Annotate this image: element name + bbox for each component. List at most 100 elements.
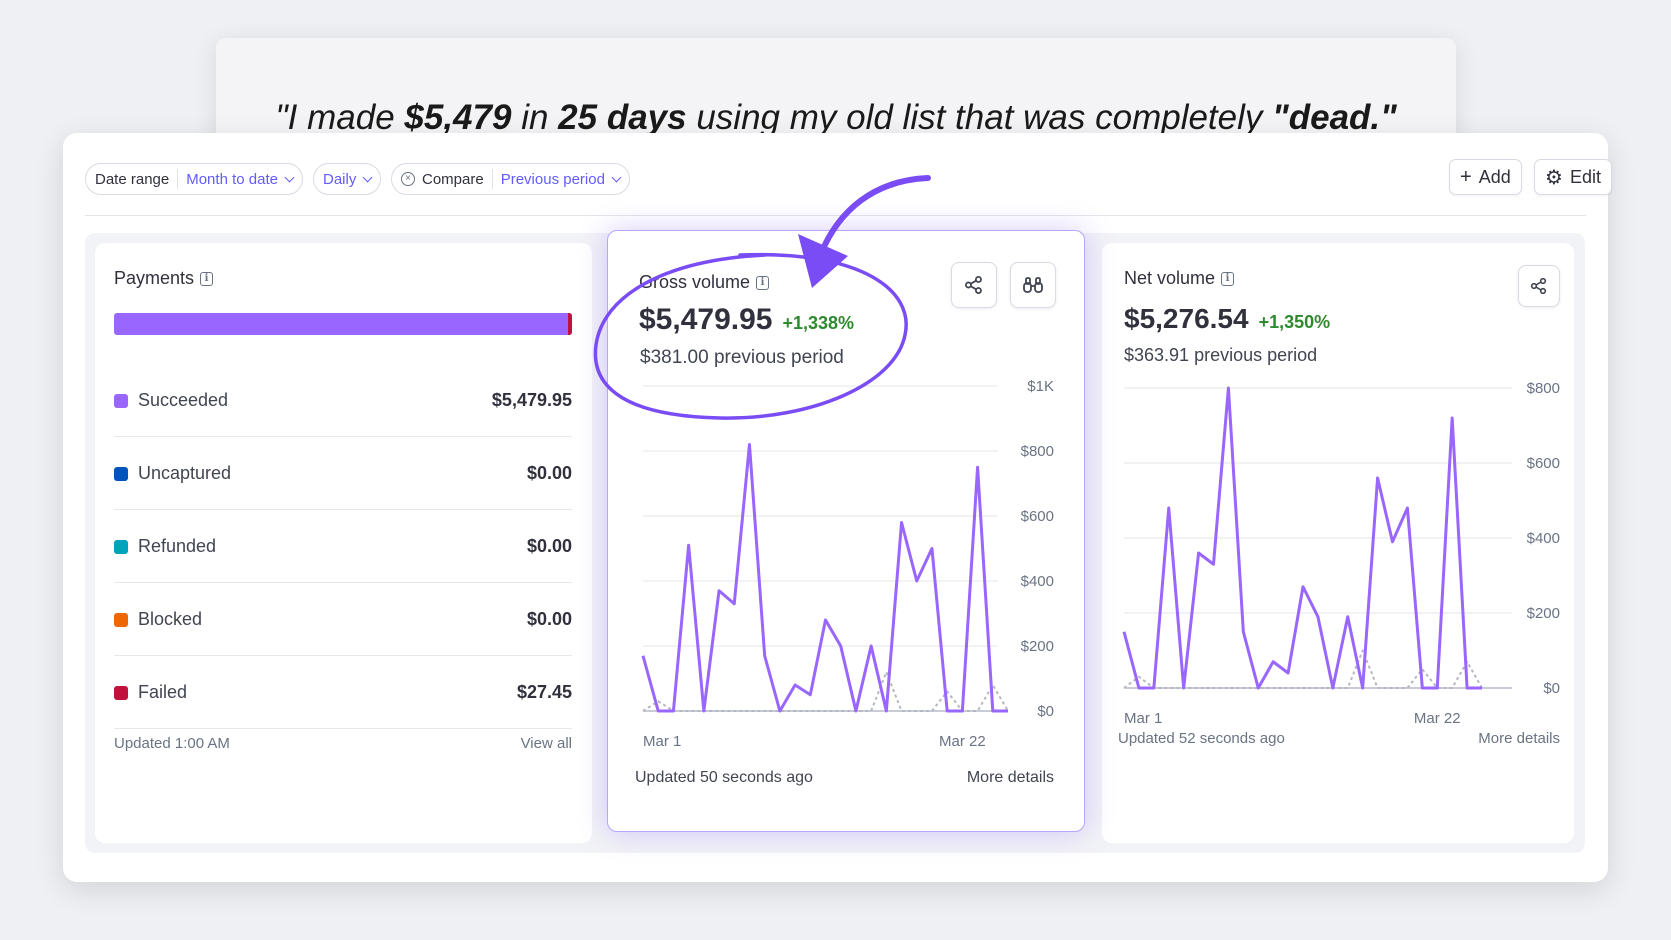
legend-label: Blocked xyxy=(138,609,203,629)
date-range-filter[interactable]: Date range Month to date xyxy=(85,163,303,195)
y-tick-label: $600 xyxy=(1527,455,1560,472)
date-range-label: Date range xyxy=(95,170,170,188)
y-tick-label: $1K xyxy=(1027,378,1054,395)
payments-card[interactable]: Payments i Succeeded $5,479.95 Uncaptured $… xyxy=(95,243,592,843)
legend-swatch xyxy=(114,393,128,408)
view-all-link[interactable]: View all xyxy=(520,735,572,752)
y-tick-label: $0 xyxy=(1037,703,1054,720)
info-icon[interactable]: i xyxy=(200,271,214,286)
edit-button[interactable]: ⚙ Edit xyxy=(1534,159,1612,195)
compare-label: Compare xyxy=(422,170,484,188)
gross-title-text: Gross volume xyxy=(639,272,751,292)
y-tick-label: $0 xyxy=(1543,680,1560,697)
y-tick-label: $800 xyxy=(1021,443,1054,460)
legend-amount: $0.00 xyxy=(526,536,572,556)
net-value: $5,276.54 +1,350% xyxy=(1124,303,1330,335)
info-icon[interactable]: i xyxy=(756,275,770,290)
arrow-head xyxy=(798,234,848,288)
y-tick-label: $800 xyxy=(1527,380,1560,397)
pill-divider xyxy=(177,169,179,189)
explore-button[interactable] xyxy=(1010,262,1056,308)
legend-amount: $0.00 xyxy=(526,463,572,483)
y-tick-label: $200 xyxy=(1527,605,1560,622)
share-icon xyxy=(1530,277,1547,295)
net-title: Net volume i xyxy=(1124,268,1235,289)
current-period-line xyxy=(641,443,1008,713)
compare-filter[interactable]: × Compare Previous period xyxy=(391,163,630,195)
current-period-line xyxy=(1122,386,1482,690)
quote-part: using my old list that was completely xyxy=(686,98,1273,137)
legend-label: Uncaptured xyxy=(138,463,232,483)
net-title-text: Net volume xyxy=(1124,268,1216,288)
x-tick-label: Mar 22 xyxy=(939,733,986,750)
gross-more-details-link[interactable]: More details xyxy=(966,769,1054,786)
legend-amount: $0.00 xyxy=(526,609,572,629)
info-icon[interactable]: i xyxy=(1221,271,1235,286)
dashboard-panel: Date range Month to date Daily × Compare… xyxy=(63,133,1612,882)
legend-label: Refunded xyxy=(138,536,217,556)
add-label: Add xyxy=(1478,166,1511,187)
highlight-circle xyxy=(593,252,908,420)
net-more-details-link[interactable]: More details xyxy=(1478,730,1560,747)
add-button[interactable]: + Add xyxy=(1449,159,1522,195)
payments-bar xyxy=(114,313,572,335)
toolbar-divider xyxy=(85,215,1586,216)
plus-icon: + xyxy=(1460,165,1472,188)
quote-emphasis: "dead." xyxy=(1272,98,1397,137)
y-tick-label: $600 xyxy=(1021,508,1054,525)
quote-part: "I made xyxy=(275,98,405,137)
share-button[interactable] xyxy=(951,262,997,308)
gross-delta: +1,338% xyxy=(782,313,855,333)
failed-segment xyxy=(568,313,572,335)
legend-label: Succeeded xyxy=(138,390,229,410)
payments-legend-row[interactable]: Succeeded $5,479.95 xyxy=(114,365,572,437)
interval-value: Daily xyxy=(323,170,357,188)
gross-value: $5,479.95 +1,338% xyxy=(639,303,854,337)
x-tick-label: Mar 1 xyxy=(643,733,681,750)
legend-amount: $27.45 xyxy=(516,682,572,702)
payments-legend-row[interactable]: Blocked $0.00 xyxy=(114,584,572,656)
gross-previous: $381.00 previous period xyxy=(640,347,844,368)
net-previous: $363.91 previous period xyxy=(1124,345,1318,365)
edit-label: Edit xyxy=(1569,166,1601,187)
net-volume-card[interactable]: Net volume i $5,276.54 +1,350% $363.91 p… xyxy=(1102,243,1574,843)
gross-chart: $1K $800 $600 $400 $200 $0 Mar 1 Mar 22 xyxy=(641,378,1054,750)
quote-duration: 25 days xyxy=(558,98,687,137)
legend-swatch xyxy=(114,466,128,481)
toolbar: Date range Month to date Daily × Compare… xyxy=(85,159,1612,195)
interval-filter[interactable]: Daily xyxy=(313,163,382,195)
gross-updated: Updated 50 seconds ago xyxy=(635,769,813,786)
payments-title: Payments i xyxy=(114,268,214,289)
legend-label: Failed xyxy=(138,682,188,702)
payments-title-text: Payments xyxy=(114,268,195,288)
payments-legend-row[interactable]: Failed $27.45 xyxy=(114,657,572,729)
share-button[interactable] xyxy=(1518,265,1560,307)
x-tick-label: Mar 22 xyxy=(1414,710,1461,727)
legend-amount: $5,479.95 xyxy=(491,390,572,410)
date-range-value: Month to date xyxy=(186,170,278,188)
compare-value: Previous period xyxy=(500,170,605,188)
legend-swatch xyxy=(114,612,128,627)
pill-divider xyxy=(491,169,493,189)
net-amount: $5,276.54 xyxy=(1124,303,1249,334)
quote-part: in xyxy=(511,98,559,137)
y-tick-label: $200 xyxy=(1021,638,1054,655)
gross-title: Gross volume i xyxy=(639,272,770,293)
quote-amount: $5,479 xyxy=(404,98,512,137)
clear-icon[interactable]: × xyxy=(401,172,415,186)
gross-amount: $5,479.95 xyxy=(639,303,773,336)
net-chart: $800 $600 $400 $200 $0 Mar 1 Mar 22 xyxy=(1122,380,1560,727)
legend-swatch xyxy=(114,685,128,700)
payments-updated: Updated 1:00 AM xyxy=(114,735,230,752)
legend-swatch xyxy=(114,539,128,554)
gross-volume-card[interactable]: Gross volume i $5,479.95 +1,338% xyxy=(607,230,1085,832)
payments-legend-row[interactable]: Refunded $0.00 xyxy=(114,511,572,583)
payments-legend-row[interactable]: Uncaptured $0.00 xyxy=(114,438,572,510)
y-tick-label: $400 xyxy=(1021,573,1054,590)
share-icon xyxy=(965,276,982,294)
net-updated: Updated 52 seconds ago xyxy=(1118,730,1285,747)
y-tick-label: $400 xyxy=(1527,530,1560,547)
net-delta: +1,350% xyxy=(1258,312,1331,332)
quote-text: "I made $5,479 in 25 days using my old l… xyxy=(216,98,1456,138)
